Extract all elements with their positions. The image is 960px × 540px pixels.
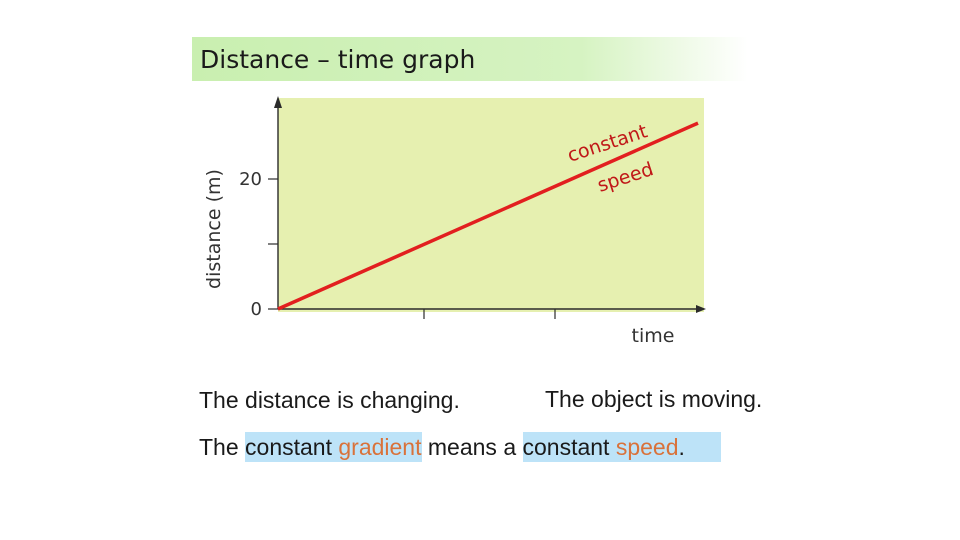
- slide-title: Distance – time graph: [200, 45, 476, 74]
- distance-time-graph: 020 distance (m) time constant speed: [203, 96, 706, 347]
- sentence-word-means-a: means a: [421, 434, 523, 460]
- highlight-constant-gradient: constant gradient: [245, 432, 422, 462]
- x-axis-arrowhead: [696, 305, 706, 313]
- sentence-word-the: The: [199, 434, 246, 460]
- highlight-constant-speed: constant speed.: [522, 432, 721, 462]
- caption-distance-changing: The distance is changing.: [199, 387, 460, 413]
- x-axis-label: time: [632, 325, 675, 347]
- caption-object-moving: The object is moving.: [545, 386, 763, 412]
- series-line-distance: [277, 121, 699, 311]
- title-bar: Distance – time graph: [192, 37, 748, 81]
- y-axis-label: distance (m): [203, 169, 225, 289]
- y-tick-label-2: 20: [239, 169, 262, 190]
- sentence-word-constant-2: constant: [522, 434, 616, 460]
- y-tick-label-0: 0: [251, 299, 262, 320]
- sentence-word-constant-1: constant: [245, 434, 339, 460]
- y-axis-arrowhead: [274, 96, 282, 108]
- sentence-period: .: [678, 434, 685, 460]
- gradient-sentence: The constant gradient means a constant s…: [199, 432, 721, 462]
- sentence-word-speed: speed: [615, 434, 679, 460]
- sentence-word-gradient: gradient: [338, 434, 422, 460]
